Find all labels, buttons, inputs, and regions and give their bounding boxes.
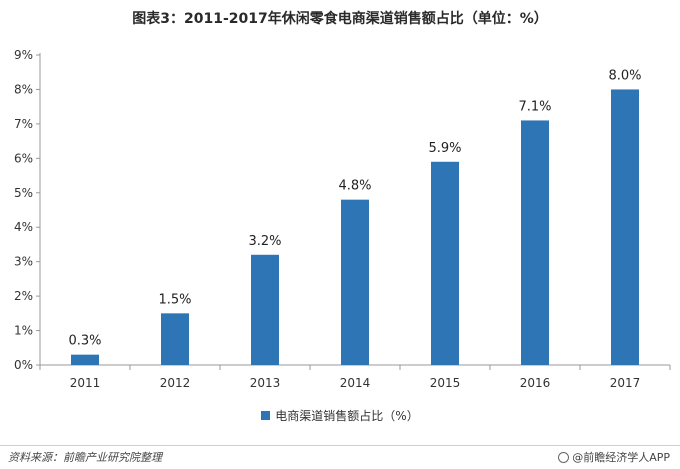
bar-2015 [431, 161, 459, 365]
brand-credit: @前瞻经济学人APP [558, 449, 670, 465]
data-label-2011: 0.3% [68, 334, 101, 349]
x-tick-label-2012: 2012 [160, 376, 191, 390]
legend-label: 电商渠道销售额占比（%） [275, 409, 419, 423]
bar-2012 [161, 313, 189, 365]
bar-2016 [521, 120, 549, 365]
y-tick-label: 4% [14, 220, 33, 234]
brand-text: @前瞻经济学人APP [572, 451, 670, 464]
bar-2014 [341, 199, 369, 365]
legend-swatch [261, 411, 271, 420]
y-tick-label: 1% [14, 324, 33, 338]
bar-2017 [611, 89, 639, 365]
data-label-2016: 7.1% [518, 99, 551, 114]
bar-2011 [71, 354, 99, 365]
y-tick-label: 7% [14, 117, 33, 131]
chart-bars [71, 89, 639, 365]
x-tick-label-2017: 2017 [610, 376, 641, 390]
chart-title: 图表3：2011-2017年休闲零食电商渠道销售额占比（单位：%） [132, 11, 548, 27]
source-note: 资料来源：前瞻产业研究院整理 [8, 451, 162, 464]
y-tick-label: 6% [14, 151, 33, 165]
y-tick-label: 8% [14, 82, 33, 96]
x-tick-label-2014: 2014 [340, 376, 371, 390]
chart-axes: 0% 1% 2% 3% 4% 5% 6% 7% 8% 9% 2011 2012 2013 2014 2015… [14, 48, 671, 390]
x-tick-label-2016: 2016 [520, 376, 551, 390]
data-label-2013: 3.2% [248, 234, 281, 249]
x-tick-label-2011: 2011 [70, 376, 101, 390]
data-label-2012: 1.5% [158, 292, 191, 307]
y-tick-label: 2% [14, 289, 33, 303]
brand-logo-icon [558, 451, 570, 463]
bar-2013 [251, 254, 279, 365]
y-tick-label: 0% [14, 358, 33, 372]
y-tick-label: 9% [14, 48, 33, 62]
chart-data-labels: 0.3% 1.5% 3.2% 4.8% 5.9% 7.1% 8.0% [68, 68, 641, 348]
bar-chart: 0% 1% 2% 3% 4% 5% 6% 7% 8% 9% 2011 2012 2013 2014 2015… [14, 48, 671, 390]
x-tick-label-2015: 2015 [430, 376, 461, 390]
y-tick-label: 3% [14, 255, 33, 269]
data-label-2015: 5.9% [428, 141, 461, 156]
footer-divider [0, 445, 680, 446]
chart-legend: 电商渠道销售额占比（%） [0, 407, 680, 424]
data-label-2014: 4.8% [338, 179, 371, 194]
data-label-2017: 8.0% [608, 68, 641, 83]
x-tick-label-2013: 2013 [250, 376, 281, 390]
y-tick-label: 5% [14, 186, 33, 200]
